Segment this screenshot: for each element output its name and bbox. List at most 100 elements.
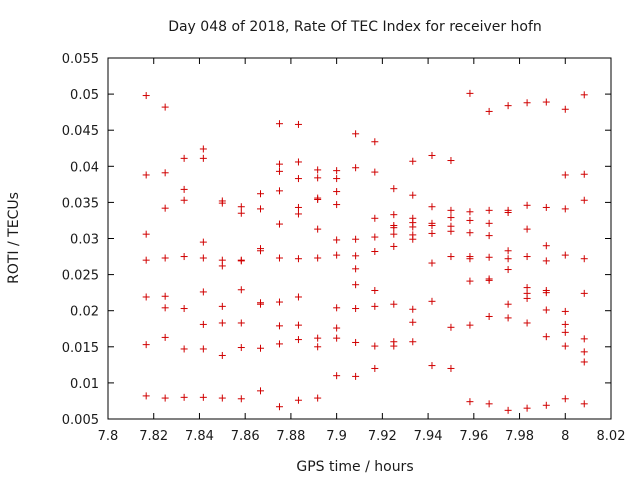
data-point xyxy=(199,238,207,246)
data-point xyxy=(199,320,207,328)
data-point xyxy=(523,99,531,107)
x-tick-label: 7.84 xyxy=(185,429,214,444)
data-point xyxy=(314,225,322,233)
data-point xyxy=(275,220,283,228)
data-point xyxy=(409,191,417,199)
data-point xyxy=(314,334,322,342)
y-tick-label: 0.03 xyxy=(70,233,99,248)
data-point xyxy=(409,338,417,346)
data-point xyxy=(237,344,245,352)
data-point xyxy=(580,348,588,356)
y-tick-label: 0.04 xyxy=(70,160,99,175)
data-point xyxy=(161,333,169,341)
data-point xyxy=(580,289,588,297)
data-point xyxy=(447,323,455,331)
data-point xyxy=(275,298,283,306)
data-point xyxy=(504,209,512,217)
data-point xyxy=(523,294,531,302)
data-point xyxy=(390,342,398,350)
data-point xyxy=(428,203,436,211)
data-point xyxy=(314,394,322,402)
x-tick-label: 7.92 xyxy=(368,429,397,444)
data-point xyxy=(180,345,188,353)
data-point xyxy=(371,214,379,222)
data-point xyxy=(523,253,531,261)
data-point xyxy=(390,224,398,232)
data-point xyxy=(218,199,226,207)
data-point xyxy=(428,151,436,159)
data-point xyxy=(466,321,474,329)
data-point xyxy=(180,253,188,261)
data-point xyxy=(294,210,302,218)
data-point xyxy=(504,406,512,414)
data-point xyxy=(428,229,436,237)
data-point xyxy=(352,252,360,260)
data-point xyxy=(409,305,417,313)
data-point xyxy=(504,255,512,263)
data-point xyxy=(257,344,265,352)
data-point xyxy=(161,254,169,262)
data-point xyxy=(275,167,283,175)
data-point xyxy=(218,351,226,359)
data-point xyxy=(561,171,569,179)
data-point xyxy=(352,235,360,243)
data-point xyxy=(352,265,360,273)
data-point xyxy=(257,205,265,213)
data-point xyxy=(294,255,302,263)
data-point xyxy=(142,392,150,400)
data-point xyxy=(352,305,360,313)
data-point xyxy=(542,98,550,106)
data-point xyxy=(485,400,493,408)
data-point xyxy=(333,334,341,342)
data-point xyxy=(333,188,341,196)
data-point xyxy=(580,358,588,366)
data-point xyxy=(371,233,379,241)
data-point xyxy=(542,306,550,314)
data-point xyxy=(542,333,550,341)
data-point xyxy=(237,257,245,265)
y-tick-label: 0.025 xyxy=(62,269,99,284)
data-point xyxy=(161,103,169,111)
data-point xyxy=(485,312,493,320)
data-point xyxy=(390,185,398,193)
data-point xyxy=(180,393,188,401)
data-point xyxy=(390,230,398,238)
data-point xyxy=(257,300,265,308)
data-point xyxy=(580,170,588,178)
data-point xyxy=(447,253,455,261)
y-tick-label: 0.015 xyxy=(62,341,99,356)
data-point xyxy=(409,318,417,326)
data-point xyxy=(561,328,569,336)
data-point xyxy=(142,256,150,264)
data-point xyxy=(275,322,283,330)
data-point xyxy=(333,167,341,175)
y-tick-label: 0.045 xyxy=(62,124,99,139)
data-point xyxy=(314,343,322,351)
data-point xyxy=(142,341,150,349)
data-point xyxy=(485,107,493,115)
data-point xyxy=(257,387,265,395)
data-point xyxy=(275,254,283,262)
plot-area-frame xyxy=(107,57,612,420)
data-point xyxy=(466,208,474,216)
data-point xyxy=(561,307,569,315)
y-tick-label: 0.05 xyxy=(70,88,99,103)
data-point xyxy=(504,314,512,322)
data-point xyxy=(504,102,512,110)
data-point xyxy=(466,398,474,406)
data-point xyxy=(466,89,474,97)
data-point xyxy=(180,185,188,193)
data-point xyxy=(485,219,493,227)
data-point xyxy=(371,138,379,146)
data-point xyxy=(294,203,302,211)
data-point xyxy=(294,396,302,404)
x-tick-label: 8 xyxy=(561,429,569,444)
data-point xyxy=(294,293,302,301)
x-axis-label: GPS time / hours xyxy=(296,459,413,475)
data-point xyxy=(466,216,474,224)
data-point xyxy=(333,201,341,209)
data-point xyxy=(314,196,322,204)
data-point xyxy=(161,292,169,300)
data-point xyxy=(314,254,322,262)
data-point xyxy=(542,401,550,409)
